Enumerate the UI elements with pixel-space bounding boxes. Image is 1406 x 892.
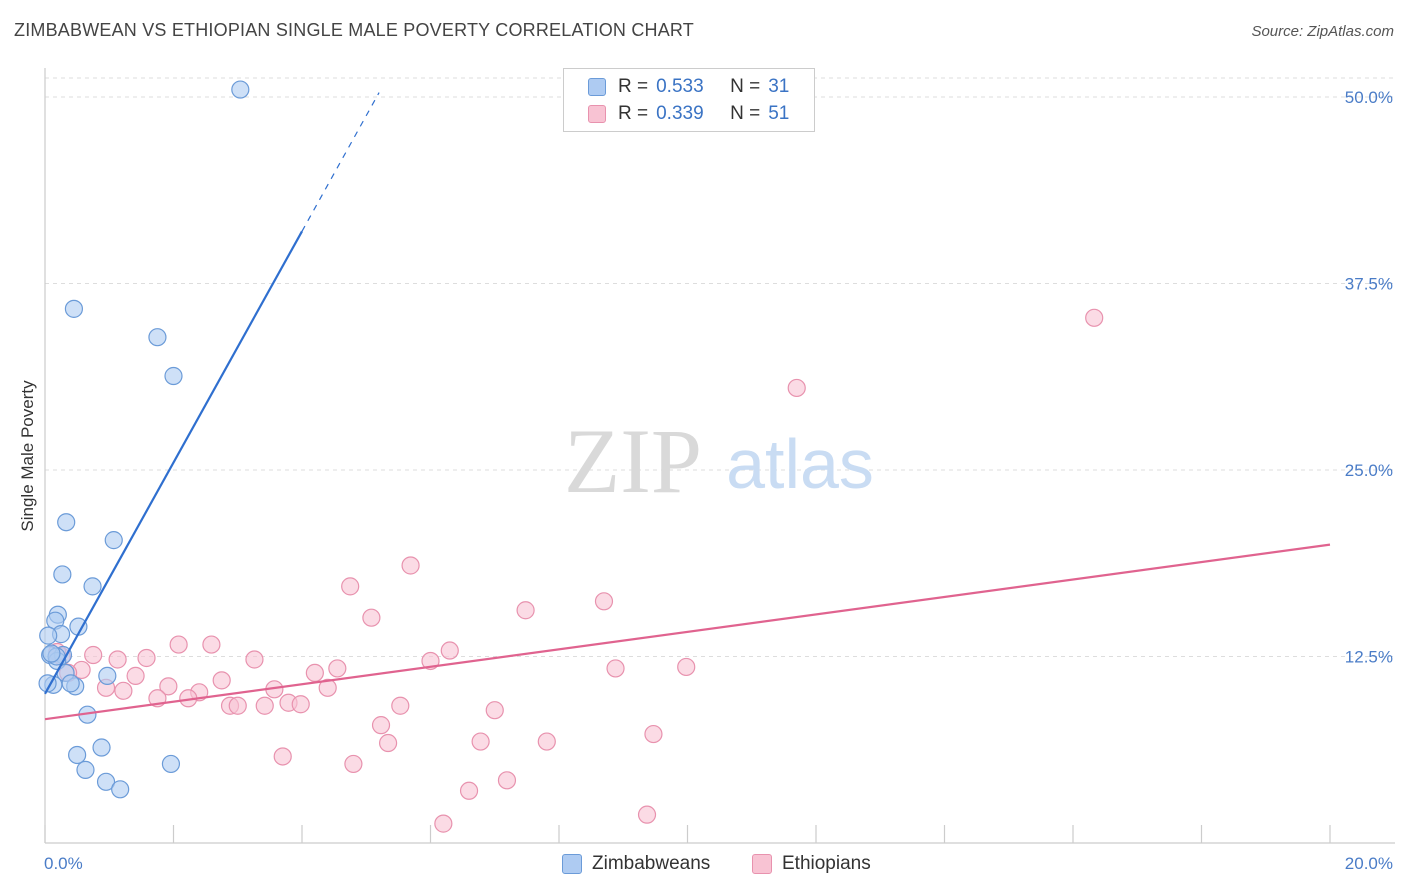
ethiopians-point-18 [677, 657, 696, 677]
zimbabweans-point-24 [68, 745, 87, 765]
axes [44, 68, 1395, 844]
x-tick-label-0: 0.0% [44, 854, 83, 873]
watermark-zip: ZIP [564, 410, 702, 512]
ethiopians-point-14 [137, 648, 156, 668]
ethiopians-point-43 [537, 732, 556, 751]
ethiopians-swatch [588, 105, 606, 123]
legend-row-zimbabweans: R = 0.533 N = 31 [588, 76, 789, 98]
zimbabweans-legend-swatch [562, 854, 582, 874]
ethiopians-point-34 [291, 695, 310, 714]
n-label: N = [730, 103, 761, 124]
tick-labels: 12.5% 25.0% 37.5% 50.0% 0.0% 20.0% [44, 88, 1393, 873]
y-tick-label-0: 12.5% [1345, 648, 1393, 667]
legend-label-ethiopians: Ethiopians [782, 853, 871, 874]
y-axis-label: Single Male Poverty [18, 380, 37, 532]
ethiopians-point-13 [108, 650, 127, 669]
ethiopians-point-23 [126, 666, 145, 685]
ethiopians-point-6 [362, 608, 381, 627]
legend-row-ethiopians: R = 0.339 N = 51 [588, 103, 789, 125]
zimbabweans-point-27 [96, 772, 116, 791]
correlation-legend: R = 0.533 N = 31 R = 0.339 N = 51 [563, 68, 815, 132]
ethiopians-point-37 [228, 696, 247, 715]
data-points [38, 80, 1104, 833]
watermark: ZIP atlas [564, 410, 874, 512]
ethiopians-point-19 [328, 659, 347, 678]
legend-item-zimbabweans[interactable]: Zimbabweans [562, 852, 710, 876]
ethiopians-point-41 [378, 733, 398, 753]
zimbabweans-point-21 [38, 674, 57, 693]
zimbabweans-trend-line [44, 230, 303, 695]
y-tick-label-1: 25.0% [1345, 461, 1393, 480]
source-label: Source: ZipAtlas.com [1251, 23, 1394, 40]
n-label: N = [730, 76, 761, 97]
chart-title: ZIMBABWEAN VS ETHIOPIAN SINGLE MALE POVE… [14, 20, 695, 40]
zimbabweans-point-7 [83, 577, 102, 596]
ethiopians-point-47 [497, 771, 517, 790]
r-value-ethiopians: 0.339 [656, 103, 704, 124]
zimbabweans-point-0 [231, 80, 250, 99]
ethiopians-point-12 [84, 645, 103, 665]
zimbabweans-point-3 [164, 366, 183, 386]
zimbabweans-trend-extension [301, 92, 380, 232]
ethiopians-point-17 [606, 659, 625, 678]
ethiopians-point-38 [391, 696, 410, 715]
ethiopians-point-0 [1085, 308, 1104, 327]
zimbabweans-point-2 [148, 328, 167, 347]
zimbabweans-point-20 [98, 666, 117, 685]
r-value-zimbabweans: 0.533 [656, 76, 704, 97]
r-label: R = [618, 103, 649, 124]
zimbabweans-point-1 [64, 299, 84, 318]
zimbabweans-point-12 [39, 626, 58, 645]
zimbabweans-point-4 [57, 513, 76, 532]
zimbabweans-point-19 [61, 674, 80, 693]
zimbabweans-point-28 [111, 780, 130, 799]
ethiopians-point-48 [459, 781, 479, 800]
ethiopians-point-29 [114, 681, 133, 700]
zimbabweans-swatch [588, 78, 606, 96]
watermark-atlas: atlas [726, 425, 874, 503]
ethiopians-point-8 [202, 635, 221, 654]
zimbabweans-point-30 [42, 644, 61, 663]
grid-lines [45, 77, 1395, 657]
trend-lines [44, 92, 1331, 721]
ethiopians-point-3 [341, 577, 360, 596]
ethiopians-point-45 [273, 747, 292, 766]
ethiopians-point-7 [169, 635, 188, 654]
ethiopians-point-40 [371, 716, 391, 735]
ethiopians-point-46 [344, 754, 363, 774]
ethiopians-point-4 [516, 601, 535, 620]
legend-label-zimbabweans: Zimbabweans [592, 853, 711, 874]
ethiopians-legend-swatch [752, 854, 772, 874]
zimbabweans-point-25 [76, 760, 95, 779]
ethiopians-point-20 [305, 663, 324, 683]
ethiopians-point-50 [434, 814, 453, 833]
r-label: R = [618, 76, 649, 97]
zimbabweans-point-6 [53, 565, 72, 584]
ethiopians-point-5 [594, 592, 614, 611]
zimbabweans-point-23 [92, 738, 111, 757]
ethiopians-point-24 [212, 671, 231, 690]
n-value-ethiopians: 51 [768, 103, 790, 124]
ethiopians-point-39 [485, 701, 504, 720]
n-value-zimbabweans: 31 [768, 76, 790, 97]
ethiopians-point-9 [440, 641, 459, 660]
ethiopians-trend-line [44, 543, 1331, 721]
ethiopians-point-2 [401, 556, 420, 575]
zimbabweans-point-26 [161, 754, 181, 774]
ethiopians-point-15 [245, 650, 264, 669]
legend-item-ethiopians[interactable]: Ethiopians [752, 852, 871, 876]
ethiopians-point-25 [159, 677, 178, 696]
ethiopians-point-49 [637, 805, 657, 824]
ethiopians-point-1 [787, 378, 806, 398]
ethiopians-point-35 [255, 696, 274, 715]
y-tick-label-2: 37.5% [1345, 275, 1393, 294]
x-tick-label-1: 20.0% [1345, 854, 1393, 873]
ethiopians-point-44 [644, 724, 663, 744]
ethiopians-point-42 [471, 732, 490, 751]
zimbabweans-point-5 [104, 531, 123, 550]
y-tick-label-3: 50.0% [1345, 88, 1393, 107]
ethiopians-point-27 [318, 678, 337, 697]
